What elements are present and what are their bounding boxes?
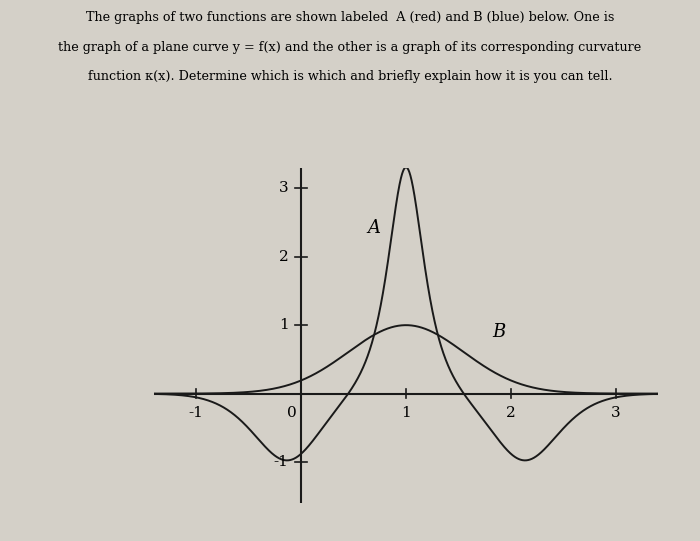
- Text: the graph of a plane curve y = f(x) and the other is a graph of its correspondin: the graph of a plane curve y = f(x) and …: [58, 41, 642, 54]
- Text: 0: 0: [287, 406, 297, 420]
- Text: 2: 2: [279, 250, 288, 263]
- Text: B: B: [492, 324, 505, 341]
- Text: -1: -1: [188, 406, 204, 420]
- Text: The graphs of two functions are shown labeled  A (red) and B (blue) below. One i: The graphs of two functions are shown la…: [86, 11, 614, 24]
- Text: function κ(x). Determine which is which and briefly explain how it is you can te: function κ(x). Determine which is which …: [88, 70, 612, 83]
- Text: A: A: [367, 219, 380, 237]
- Text: 2: 2: [506, 406, 516, 420]
- Text: -1: -1: [274, 455, 288, 469]
- Text: 3: 3: [611, 406, 621, 420]
- Text: 3: 3: [279, 181, 288, 195]
- Text: 1: 1: [401, 406, 411, 420]
- Text: 1: 1: [279, 318, 288, 332]
